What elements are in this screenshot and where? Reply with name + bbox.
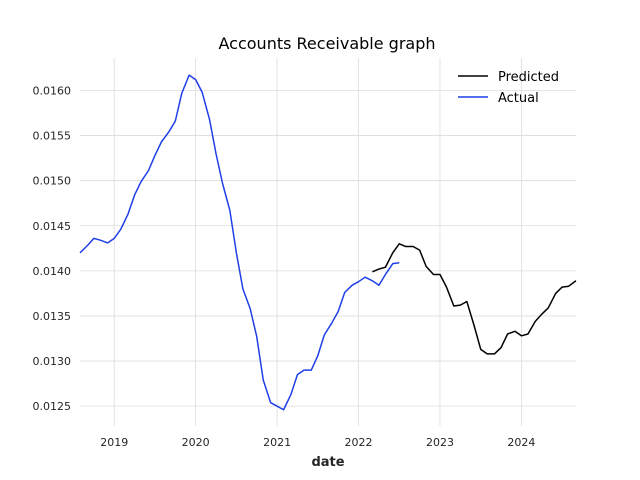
- y-tick-label: 0.0155: [33, 130, 72, 143]
- y-tick-label: 0.0150: [33, 175, 72, 188]
- series-line-predicted: [372, 243, 577, 355]
- y-tick-label: 0.0145: [33, 220, 72, 233]
- y-tick-label: 0.0140: [33, 265, 72, 278]
- x-tick-label: 2022: [345, 436, 373, 449]
- y-axis-ticks: 0.0125 0.0130 0.0135 0.0140 0.0145 0.0150 0.01…: [33, 84, 72, 413]
- x-axis-label: date: [311, 455, 344, 470]
- y-tick-label: 0.0160: [33, 84, 72, 97]
- x-tick-label: 2020: [182, 436, 210, 449]
- legend-label-actual: Actual: [498, 91, 539, 106]
- x-axis-ticks: 2019 2020 2021 2022 2023 2024: [100, 436, 535, 449]
- x-tick-label: 2024: [507, 436, 535, 449]
- x-tick-label: 2021: [263, 436, 291, 449]
- series-line-actual: [79, 74, 400, 411]
- x-tick-label: 2019: [100, 436, 128, 449]
- grid: [80, 58, 576, 426]
- chart-title: Accounts Receivable graph: [219, 34, 436, 53]
- y-tick-label: 0.0135: [33, 310, 72, 323]
- legend-label-predicted: Predicted: [498, 70, 559, 85]
- y-tick-label: 0.0130: [33, 355, 72, 368]
- legend: Predicted Actual: [458, 70, 559, 106]
- series-lines: [79, 74, 577, 411]
- x-tick-label: 2023: [426, 436, 454, 449]
- y-tick-label: 0.0125: [33, 400, 72, 413]
